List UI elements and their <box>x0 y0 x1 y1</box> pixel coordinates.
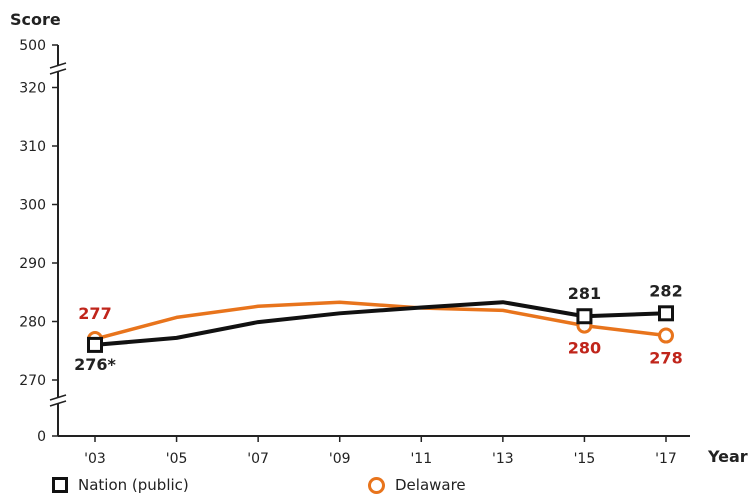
data-label-delaware-7: 278 <box>649 349 682 368</box>
data-label-nation-6: 281 <box>568 284 601 303</box>
y-tick-label-320: 320 <box>19 81 46 97</box>
square-marker-icon <box>52 477 68 493</box>
axis-break-mark-0b <box>49 68 67 75</box>
y-axis-title: Score <box>10 10 61 29</box>
legend-nation: Nation (public) <box>52 476 189 494</box>
axis-break-mark-1a <box>49 394 67 401</box>
data-label-nation-7: 282 <box>649 281 682 300</box>
y-tick-label-500: 500 <box>19 38 46 54</box>
data-label-delaware-6: 280 <box>568 339 601 358</box>
x-tick-label-5: '13 <box>492 451 514 467</box>
axis-break-mark-0a <box>49 62 67 69</box>
square-marker-6 <box>576 308 593 325</box>
y-tick-labels: 0 270 280 290 300 310 320 500 <box>19 38 58 445</box>
series-line-0 <box>94 300 667 347</box>
square-marker-0 <box>87 336 103 353</box>
x-tick-label-0: '03 <box>84 451 106 467</box>
x-tick-label-3: '09 <box>329 451 351 467</box>
y-tick-label-300: 300 <box>19 198 46 214</box>
data-label-nation-0: 276* <box>74 355 116 374</box>
axis-break-gap-0 <box>52 66 64 72</box>
data-label-delaware-0: 277 <box>78 304 111 323</box>
circle-marker-7 <box>658 327 674 344</box>
x-tick-label-7: '17 <box>655 451 677 467</box>
x-axis-title: Year <box>707 447 748 466</box>
legend-nation-label: Nation (public) <box>78 476 189 494</box>
square-marker-7 <box>658 305 674 322</box>
y-tick-label-0: 0 <box>37 429 46 445</box>
circle-marker-icon <box>368 476 385 494</box>
y-tick-label-310: 310 <box>19 139 46 155</box>
x-tick-label-1: '05 <box>166 451 188 467</box>
x-tick-labels: '03 '05 '07 '09 '11 '13 '15 '17 <box>84 436 677 467</box>
series-markers <box>87 305 674 353</box>
axes <box>49 45 690 437</box>
x-tick-label-4: '11 <box>410 451 432 467</box>
data-labels: 276* 281 282 277 280 278 <box>74 281 683 374</box>
series-lines <box>94 300 667 347</box>
x-tick-label-2: '07 <box>247 451 269 467</box>
legend-delaware: Delaware <box>368 476 466 494</box>
series-line-1 <box>94 300 667 341</box>
y-tick-label-280: 280 <box>19 315 46 331</box>
x-tick-label-6: '15 <box>574 451 596 467</box>
y-tick-label-270: 270 <box>19 373 46 389</box>
axis-break-gap-1 <box>52 398 64 404</box>
y-tick-label-290: 290 <box>19 256 46 272</box>
axis-break-mark-1b <box>49 400 67 407</box>
legend-delaware-label: Delaware <box>395 476 466 494</box>
